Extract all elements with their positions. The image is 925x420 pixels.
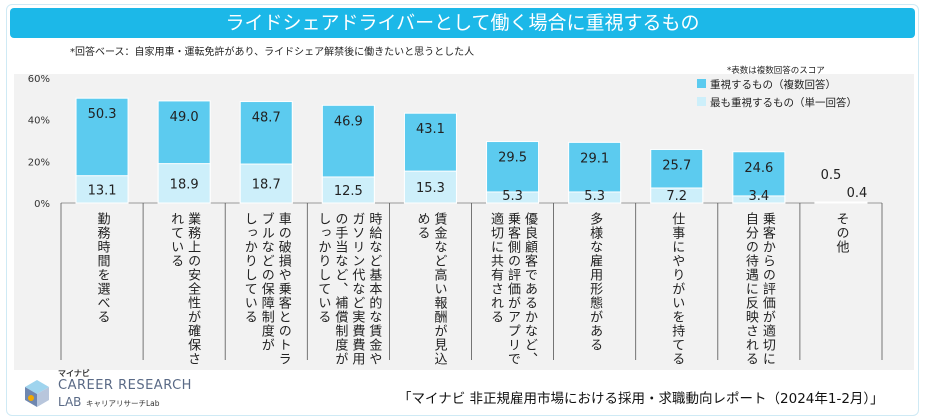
data-label-single: 3.4 — [749, 189, 770, 204]
cube-logo-icon — [25, 380, 49, 407]
data-label-single: 0.4 — [847, 186, 868, 201]
logo-kana: キャリアリサーチLab — [86, 399, 160, 408]
logo-brand: マイナビ — [58, 369, 90, 378]
bar-single — [486, 191, 540, 204]
data-label-total: 0.5 — [821, 168, 842, 183]
data-label-total: 46.9 — [334, 114, 363, 129]
logo-lab: LAB — [58, 395, 82, 409]
category-label: 適切に共有される — [488, 211, 504, 324]
category-label: 乗客側の評価がアプリで — [505, 212, 521, 366]
category-label: 車の破損や乗客とのトラ — [276, 212, 292, 366]
data-label-single: 18.9 — [170, 177, 199, 192]
y-tick-label: 20% — [28, 157, 50, 168]
data-label-single: 12.5 — [334, 184, 363, 199]
data-label-single: 5.3 — [584, 189, 605, 204]
data-label-total: 48.7 — [252, 111, 281, 126]
category-label: 勤務時間を選べる — [95, 212, 111, 324]
bar-single — [75, 175, 129, 204]
bar-single — [403, 170, 457, 204]
bar-single — [732, 195, 786, 204]
logo-name: CAREER RESEARCH — [58, 378, 192, 393]
data-label-total: 29.1 — [580, 151, 609, 166]
category-label: 自分の待遇に反映される — [743, 212, 759, 366]
source-citation: 「マイナビ 非正規雇用市場における採用・求職動向レポート（2024年1-2月）」 — [398, 391, 884, 407]
data-label-single: 18.7 — [252, 178, 281, 193]
bar-single — [157, 163, 211, 204]
data-label-single: 5.3 — [502, 189, 523, 204]
category-label: ブルなどの保障制度が — [259, 211, 275, 352]
category-label: 乗客からの評価が適切に — [760, 212, 776, 366]
category-label: 業務上の安全性が確保さ — [185, 211, 201, 366]
data-label-total: 25.7 — [662, 158, 691, 173]
legend-swatch — [697, 97, 706, 106]
data-label-single: 7.2 — [666, 189, 687, 204]
category-label: その他 — [833, 212, 849, 254]
bar-single — [650, 187, 704, 204]
bar-single — [239, 163, 293, 204]
category-label: れている — [168, 212, 184, 268]
category-label: 賃金など高い報酬が見込 — [431, 212, 447, 366]
category-label: しっかりしている — [242, 212, 257, 324]
data-label-single: 13.1 — [88, 183, 117, 198]
chart-subtitle: *回答ベース：自家用車・運転免許があり、ライドシェア解禁後に働きたいと思うとした… — [70, 47, 475, 58]
category-label: 時給など基本的な賃金や — [366, 212, 382, 366]
y-tick-label: 60% — [28, 74, 50, 85]
bar-single — [568, 191, 622, 204]
chart-note: *表数は複数回答のスコア — [727, 66, 825, 76]
data-label-total: 50.3 — [88, 107, 117, 122]
data-label-total: 29.5 — [498, 151, 527, 166]
y-tick-label: 40% — [28, 116, 50, 127]
data-label-total: 24.6 — [744, 161, 773, 176]
bar-single — [321, 176, 375, 204]
bar-single — [814, 201, 868, 204]
data-label-total: 43.1 — [416, 122, 445, 137]
category-label: ガソリン代など実費費用 — [349, 212, 365, 366]
category-label: しっかりしている — [315, 212, 330, 324]
company-logo: マイナビ CAREER RESEARCH LAB キャリアリサーチLab — [18, 368, 191, 416]
category-label: 多様な雇用形態がある — [587, 211, 603, 352]
legend-label: 重視するもの（複数回答） — [710, 78, 836, 91]
y-tick-label: 0% — [34, 199, 50, 210]
category-label: める — [414, 212, 429, 240]
bar-total — [732, 151, 786, 204]
category-label: の手当など、補償制度が — [332, 212, 348, 366]
legend-swatch — [697, 79, 706, 88]
data-label-single: 15.3 — [416, 181, 445, 196]
legend-label: 最も重視するもの（単一回答） — [710, 96, 857, 109]
chart-title: ライドシェアドライバーとして働く場合に重視するもの — [10, 8, 915, 38]
category-label: 優良顧客であるかなど、 — [522, 212, 538, 366]
category-label: 仕事にやりがいを持てる — [669, 212, 685, 366]
chart-frame — [6, 4, 919, 416]
data-label-total: 49.0 — [170, 110, 199, 125]
